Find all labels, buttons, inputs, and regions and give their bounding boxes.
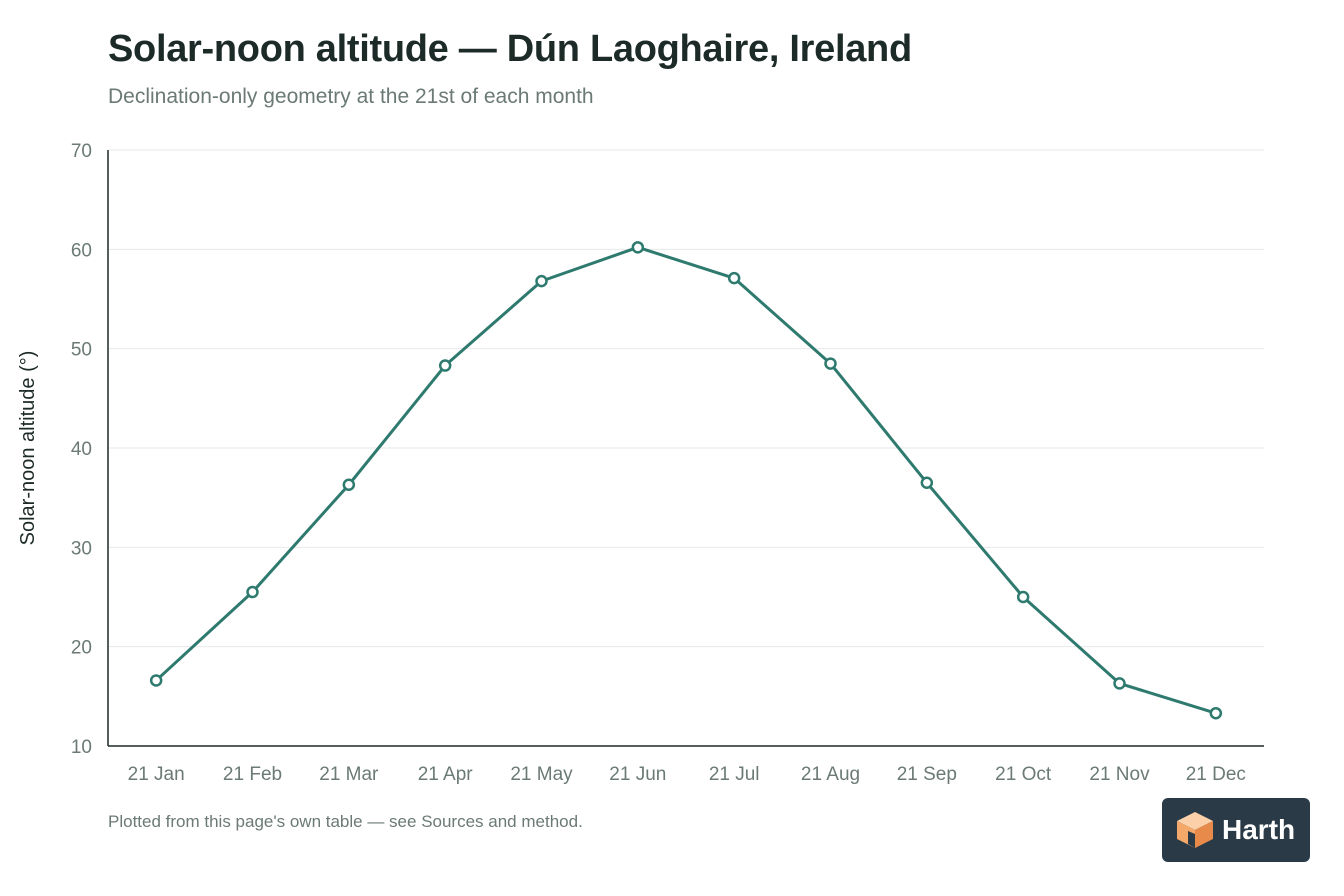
x-tick-label: 21 Sep	[897, 764, 957, 785]
data-point[interactable]	[1016, 590, 1030, 604]
x-tick-label: 21 Oct	[995, 764, 1052, 785]
harth-cube-logo-icon	[1177, 812, 1213, 848]
y-tick-label: 20	[71, 638, 92, 659]
x-axis-ticks: 21 Jan 21 Feb 21 Mar 21 Apr 21 May 21 Jun 21 J…	[128, 764, 1246, 785]
x-tick-label: 21 Feb	[223, 764, 282, 785]
y-tick-label: 60	[71, 240, 92, 261]
x-tick-label: 21 Jan	[128, 764, 185, 785]
y-tick-label: 40	[71, 439, 92, 460]
x-tick-label: 21 May	[510, 764, 573, 785]
chart-title: Solar-noon altitude — Dún Laoghaire, Ire…	[108, 28, 912, 70]
footnote: Plotted from this page's own table — see…	[108, 812, 583, 831]
data-point[interactable]	[342, 478, 356, 492]
y-tick-label: 70	[71, 141, 92, 162]
harth-logo-badge: Harth	[1162, 798, 1310, 862]
y-tick-label: 50	[71, 340, 92, 361]
series	[149, 241, 1223, 720]
data-point[interactable]	[1113, 677, 1126, 690]
data-point[interactable]	[824, 357, 837, 370]
brand-name: Harth	[1222, 814, 1296, 845]
y-axis-label: Solar-noon altitude (°)	[17, 351, 39, 546]
data-point[interactable]	[438, 359, 452, 372]
x-tick-label: 21 Nov	[1089, 764, 1150, 785]
data-point[interactable]	[631, 241, 645, 254]
axes	[107, 150, 1264, 747]
x-tick-label: 21 Mar	[319, 764, 379, 785]
y-tick-label: 10	[71, 737, 92, 758]
x-tick-label: 21 Jul	[709, 764, 760, 785]
data-point[interactable]	[920, 476, 934, 490]
y-axis-ticks: 10 20 30 40 50 60 70	[71, 141, 92, 758]
series-line	[154, 245, 1218, 715]
data-point[interactable]	[1209, 706, 1223, 720]
chart-subtitle: Declination-only geometry at the 21st of…	[108, 85, 594, 108]
data-point[interactable]	[535, 274, 548, 288]
grid-lines	[108, 149, 1264, 648]
data-point[interactable]	[149, 674, 163, 687]
x-tick-label: 21 Aug	[801, 764, 860, 785]
y-tick-label: 30	[71, 538, 92, 559]
x-tick-label: 21 Apr	[418, 764, 474, 785]
data-point[interactable]	[727, 271, 741, 285]
data-point[interactable]	[246, 585, 259, 599]
x-tick-label: 21 Jun	[609, 764, 666, 785]
x-tick-label: 21 Dec	[1186, 764, 1246, 785]
